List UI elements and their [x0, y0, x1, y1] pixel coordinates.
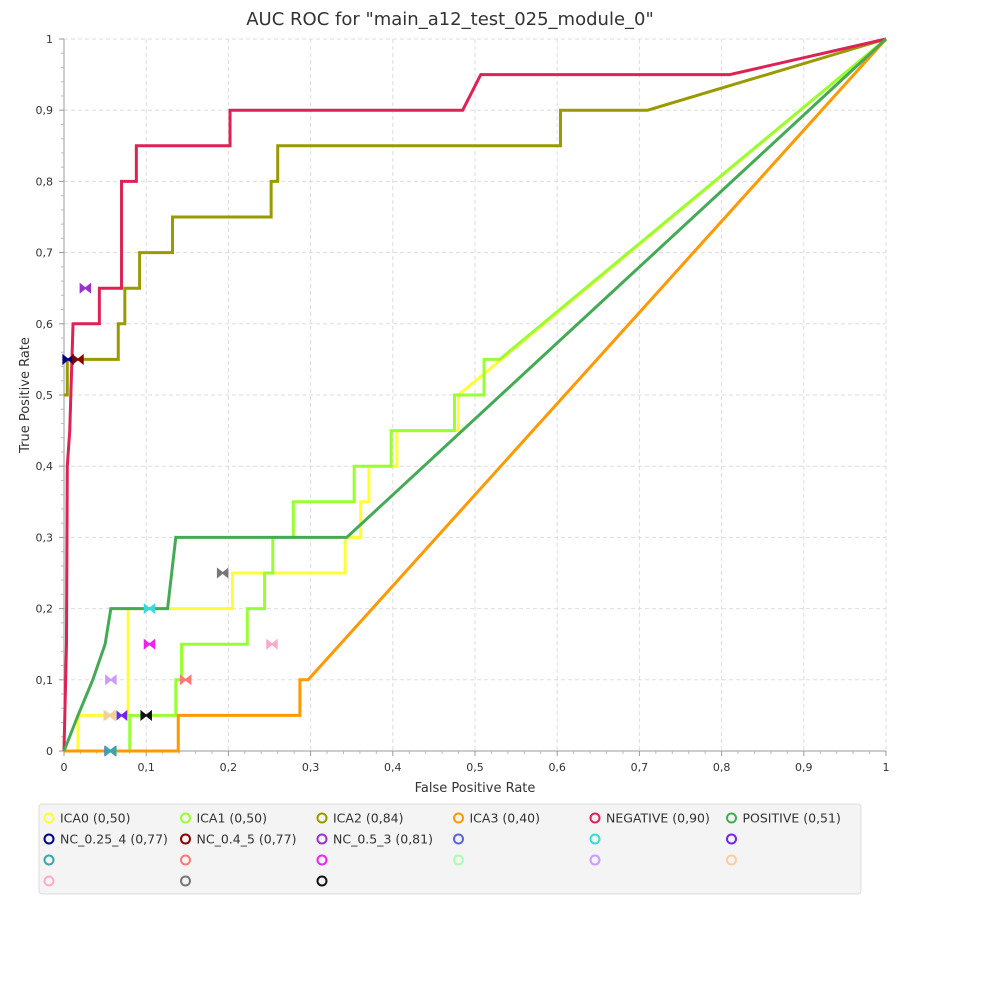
legend-label: ICA0 (0,50): [60, 811, 130, 826]
marker-point-7: [179, 674, 192, 686]
y-tick-label: 0,1: [36, 674, 54, 687]
marker-point-8: [143, 638, 156, 650]
legend-item[interactable]: ICA1 (0,50): [180, 811, 267, 826]
legend-label: NC_0.5_3 (0,81): [333, 832, 433, 847]
y-axis-title: True Positive Rate: [18, 337, 33, 454]
series-line-2: [64, 37, 887, 397]
x-tick-label: 0,1: [137, 761, 155, 774]
legend-swatch-icon: [180, 812, 191, 824]
legend-item[interactable]: [453, 854, 464, 866]
legend-swatch-icon: [43, 875, 55, 887]
x-tick-label: 0,4: [384, 761, 402, 774]
marker-point-14: [140, 709, 152, 721]
legend-item[interactable]: [589, 833, 601, 845]
legend-swatch-icon: [43, 854, 55, 866]
marker-point-11: [103, 709, 115, 721]
legend-item[interactable]: [589, 854, 601, 866]
x-tick-label: 0,2: [220, 761, 238, 774]
x-tick-label: 0,9: [795, 761, 813, 774]
legend-item[interactable]: [726, 854, 737, 866]
x-tick-label: 0,7: [631, 761, 649, 774]
x-tick-label: 0,6: [548, 761, 566, 774]
legend-item[interactable]: [43, 875, 55, 887]
legend-label: NEGATIVE (0,90): [606, 811, 710, 826]
legend-swatch-icon: [316, 812, 328, 824]
legend-box: [38, 803, 862, 895]
marker-point-5: [115, 709, 128, 721]
legend-swatch-icon: [316, 854, 328, 866]
legend-swatch-icon: [180, 833, 191, 845]
legend-item[interactable]: [316, 854, 328, 866]
legend-item[interactable]: [43, 854, 55, 866]
x-tick-label: 1: [883, 761, 890, 774]
y-tick-label: 0,8: [36, 175, 54, 188]
legend: ICA0 (0,50) ICA1 (0,50) ICA2 (0,84) ICA3 (0…: [38, 803, 862, 895]
legend-swatch-icon: [726, 833, 737, 845]
marker-point-12: [266, 638, 278, 650]
axes: 0 0,1 0,2 0,3 0,4 0,5 0,6 0,7 0,8 0,9 1 0 0,1 0,2 0,3 0…: [36, 33, 890, 774]
legend-swatch-icon: [589, 833, 601, 845]
legend-item[interactable]: [316, 875, 328, 887]
legend-item[interactable]: ICA0 (0,50): [43, 811, 131, 826]
legend-swatch-icon: [726, 812, 737, 824]
x-tick-label: 0: [61, 761, 68, 774]
marker-point-10: [105, 674, 117, 686]
legend-item[interactable]: [180, 854, 191, 866]
legend-swatch-icon: [180, 875, 191, 887]
legend-label: NC_0.4_5 (0,77): [197, 832, 297, 847]
legend-item[interactable]: NEGATIVE (0,90): [589, 811, 710, 826]
legend-item[interactable]: POSITIVE (0,51): [726, 811, 841, 826]
legend-item[interactable]: [726, 833, 737, 845]
x-tick-label: 0,8: [713, 761, 731, 774]
legend-swatch-icon: [316, 875, 328, 887]
marker-point-4: [143, 603, 156, 615]
legend-swatch-icon: [453, 833, 464, 845]
legend-item[interactable]: ICA3 (0,40): [453, 811, 540, 826]
legend-label: ICA1 (0,50): [197, 811, 267, 826]
series-line-5: [62, 37, 888, 752]
series-line-4: [62, 37, 887, 752]
series-line-3: [64, 37, 888, 753]
legend-swatch-icon: [589, 854, 601, 866]
marker-point-2: [79, 282, 92, 294]
y-tick-label: 0,3: [36, 531, 54, 544]
x-tick-label: 0,5: [466, 761, 484, 774]
y-tick-label: 0,7: [36, 247, 54, 260]
marker-point-13: [216, 567, 229, 579]
y-tick-label: 0,6: [36, 318, 54, 331]
legend-swatch-icon: [43, 812, 55, 824]
legend-label: ICA2 (0,84): [333, 811, 403, 826]
x-axis-title: False Positive Rate: [415, 781, 536, 796]
y-tick-label: 0,2: [36, 603, 54, 616]
marker-point-6: [105, 745, 117, 757]
y-tick-label: 0,5: [36, 389, 54, 402]
legend-item[interactable]: NC_0.25_4 (0,77): [43, 832, 168, 847]
legend-item[interactable]: ICA2 (0,84): [316, 811, 404, 826]
legend-swatch-icon: [43, 833, 55, 845]
legend-swatch-icon: [589, 812, 601, 824]
legend-label: NC_0.25_4 (0,77): [60, 832, 168, 847]
series-lines: [62, 37, 888, 753]
legend-item[interactable]: [180, 875, 191, 887]
y-tick-label: 0,9: [36, 104, 54, 117]
legend-item[interactable]: NC_0.4_5 (0,77): [180, 832, 297, 847]
legend-item[interactable]: NC_0.5_3 (0,81): [316, 832, 433, 847]
y-tick-label: 0,4: [36, 460, 54, 473]
legend-item[interactable]: [453, 833, 464, 845]
y-tick-label: 1: [46, 33, 53, 46]
legend-swatch-icon: [316, 833, 328, 845]
marker-point-1: [72, 353, 84, 365]
chart-title: AUC ROC for "main_a12_test_025_module_0": [246, 9, 654, 30]
legend-swatch-icon: [180, 854, 191, 866]
legend-swatch-icon: [453, 854, 464, 866]
legend-swatch-icon: [726, 854, 737, 866]
x-tick-label: 0,3: [302, 761, 320, 774]
legend-label: POSITIVE (0,51): [743, 811, 841, 826]
marker-points: [62, 282, 278, 757]
legend-label: ICA3 (0,40): [470, 811, 540, 826]
legend-swatch-icon: [453, 812, 464, 824]
y-tick-label: 0: [46, 745, 53, 758]
